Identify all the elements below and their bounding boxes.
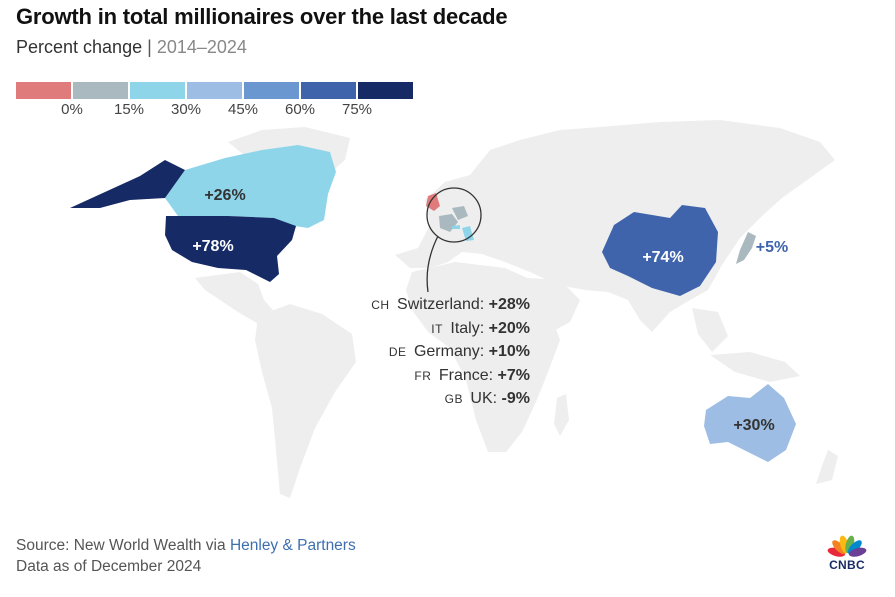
callout-row-germany: DE Germany: +10% (388, 343, 530, 360)
landmass-southeast-asia (692, 308, 800, 382)
landmass-africa (406, 262, 560, 452)
legend-ticks: 0% 15% 30% 45% 60% 75% (16, 101, 415, 123)
legend-swatch (244, 82, 299, 99)
legend-swatch (358, 82, 413, 99)
legend-tick-label: 45% (227, 101, 259, 118)
country-name: Germany (413, 343, 480, 360)
callout-leader-line (426, 235, 439, 293)
legend-swatch (130, 82, 185, 99)
callout-row-uk: GB UK: -9% (444, 390, 530, 407)
callout-row-france: FR France: +7% (414, 366, 530, 384)
landmass-south-america (255, 304, 356, 498)
legend-tick-label: 60% (284, 101, 316, 118)
country-australia (704, 384, 796, 462)
logo-petal (848, 547, 867, 557)
country-shapes (70, 145, 796, 462)
country-code: CH (371, 298, 390, 312)
source-line: Source: New World Wealth via Henley & Pa… (16, 535, 356, 556)
country-value: +7% (497, 366, 530, 384)
legend-tick-label: 30% (170, 101, 202, 118)
callout-row-switzerland: CH Switzerland: +28% (371, 296, 530, 313)
legend-swatch (16, 82, 71, 99)
country-name: Switzerland (397, 296, 480, 313)
country-italy (462, 226, 474, 241)
country-japan (736, 232, 756, 264)
chart-title: Growth in total millionaires over the la… (16, 4, 508, 29)
country-germany (452, 206, 468, 220)
source-prefix: Source: New World Wealth via (16, 537, 230, 554)
landmass-new-zealand (816, 450, 838, 484)
legend-swatch (187, 82, 242, 99)
usa-value-label: +78% (192, 238, 233, 255)
chart-subtitle: Percent change | 2014–2024 (16, 37, 247, 58)
country-usa (70, 160, 296, 282)
subtitle-range: 2014–2024 (156, 37, 247, 57)
color-legend: 0% 15% 30% 45% 60% 75% (16, 82, 415, 123)
cnbc-peacock-icon (827, 535, 867, 557)
country-code: FR (414, 368, 432, 383)
country-name: UK (470, 390, 493, 407)
europe-inset-circle (426, 187, 482, 243)
legend-tick-label: 0% (61, 101, 83, 118)
country-value: +20% (488, 319, 530, 337)
country-china (602, 205, 718, 296)
china-value-label: +74% (642, 249, 683, 266)
country-name: Italy (450, 319, 480, 337)
legend-swatch (73, 82, 128, 99)
country-name: France (438, 366, 489, 384)
country-code: DE (388, 345, 407, 359)
country-canada (165, 145, 336, 228)
subtitle-main: Percent change (16, 37, 143, 57)
canada-value-label: +26% (204, 187, 245, 204)
australia-value-label: +30% (733, 417, 774, 434)
country-switzerland (452, 225, 460, 229)
source-note: Source: New World Wealth via Henley & Pa… (16, 535, 356, 577)
country-uk (426, 193, 440, 211)
cnbc-logo-text: CNBC (829, 558, 865, 572)
region-value-labels: +26% +78% +74% +5% +30% (192, 187, 788, 434)
legend-tick-label: 75% (341, 101, 373, 118)
europe-inset (426, 187, 482, 293)
source-link[interactable]: Henley & Partners (229, 537, 356, 554)
country-value: +28% (488, 296, 530, 313)
country-code: IT (431, 321, 443, 336)
japan-value-label: +5% (756, 239, 788, 256)
legend-swatch (301, 82, 356, 99)
callout-row-italy: IT Italy: +20% (431, 319, 530, 337)
landmass-arabia (528, 278, 580, 334)
landmass-madagascar (554, 394, 569, 436)
country-value: +10% (488, 343, 530, 360)
country-value: -9% (501, 390, 530, 407)
europe-callout: CH Switzerland: +28% IT Italy: +20% DE G… (330, 293, 530, 411)
subtitle-separator: | (147, 37, 152, 57)
country-code: GB (444, 392, 463, 406)
legend-swatches (16, 82, 415, 99)
data-date: Data as of December 2024 (16, 558, 202, 575)
legend-tick-label: 15% (113, 101, 145, 118)
